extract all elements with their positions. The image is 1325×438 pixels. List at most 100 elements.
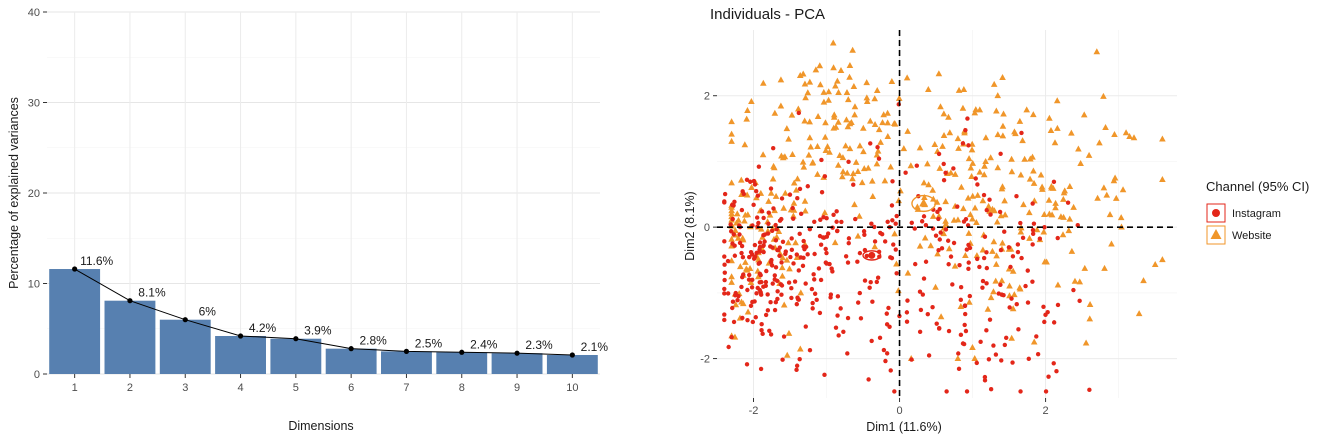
instagram-point [790,205,795,211]
website-point [846,62,854,69]
instagram-point [917,329,923,335]
instagram-point [962,322,967,328]
website-point [1119,186,1127,193]
instagram-point [722,317,727,323]
website-point [814,170,821,177]
instagram-point [731,319,737,325]
website-point [831,239,839,246]
instagram-point [773,299,779,305]
website-point [797,345,804,352]
website-point [999,74,1006,81]
website-point [1130,134,1138,141]
website-point [801,80,809,87]
instagram-point [763,283,768,288]
scree-line-point [514,350,520,356]
instagram-point [882,239,888,244]
instagram-point [950,282,955,287]
instagram-point [1037,236,1043,241]
website-point [792,239,799,246]
pca-individuals-plot: Individuals - PCA -2 0 2 -2 0 2 Dim1 (11.6%)… [683,6,1309,434]
instagram-point [741,272,746,277]
website-point [842,142,849,149]
scree-y-tick-label: 40 [28,7,40,19]
scree-bar [491,353,543,374]
instagram-point [966,242,971,248]
instagram-point [771,206,776,211]
instagram-point [774,278,780,284]
website-point [945,113,952,120]
instagram-point [824,261,829,266]
legend-title: Channel (95% CI) [1206,179,1309,194]
website-point [1075,145,1082,152]
instagram-point [913,261,918,267]
website-point [1076,278,1084,285]
instagram-point [1043,389,1049,394]
website-point [770,164,778,171]
instagram-point [960,141,966,146]
instagram-point [946,262,951,267]
instagram-point [988,387,994,392]
website-point [1008,334,1015,341]
instagram-point [789,295,794,301]
instagram-point [1045,309,1050,315]
instagram-point [822,372,827,378]
instagram-point [951,240,957,246]
instagram-point [758,292,764,297]
website-point [835,118,842,125]
instagram-point [923,223,929,228]
instagram-point [765,292,770,297]
website-point [1030,167,1037,174]
legend-label-website: Website [1232,230,1272,242]
instagram-point [965,116,970,121]
website-point [1094,194,1101,201]
website-point [921,193,928,200]
instagram-point [794,301,800,307]
website-point [990,288,997,295]
pca-centroid-marker [868,251,876,259]
instagram-point [737,240,743,246]
instagram-point [812,251,817,257]
website-point [994,131,1002,138]
website-point [788,111,796,118]
instagram-point [845,260,851,265]
instagram-point [835,228,840,233]
instagram-point [766,221,771,226]
instagram-point [946,328,952,334]
website-point [779,272,786,279]
instagram-point [761,243,766,248]
instagram-point [1030,227,1036,233]
instagram-point [941,161,946,167]
instagram-point [761,215,766,221]
instagram-point [1015,242,1021,247]
website-point [830,64,837,71]
website-point [766,211,774,218]
website-point [755,273,762,280]
website-point [1159,135,1166,142]
website-point [942,217,949,224]
instagram-point [936,216,941,222]
website-point [806,134,814,141]
website-point [1111,131,1118,138]
website-point [974,191,982,198]
instagram-point [966,143,971,148]
instagram-point [884,311,889,316]
website-point [801,117,808,124]
instagram-point [838,306,843,311]
instagram-point [966,260,971,265]
scree-x-tick-label: 5 [293,382,299,394]
website-point [856,212,863,219]
website-point [1080,111,1088,118]
website-point [1029,153,1036,160]
website-point [1006,282,1013,289]
instagram-point [794,252,799,257]
website-point [966,298,973,305]
instagram-point [1042,319,1047,325]
website-point [849,170,857,177]
instagram-point [755,285,760,291]
instagram-point [737,232,742,237]
scree-bar [215,335,266,374]
pca-y-tick-label: 2 [704,91,710,103]
scree-y-tick-label: 0 [34,369,40,381]
instagram-point [867,285,872,290]
instagram-point [872,224,877,230]
